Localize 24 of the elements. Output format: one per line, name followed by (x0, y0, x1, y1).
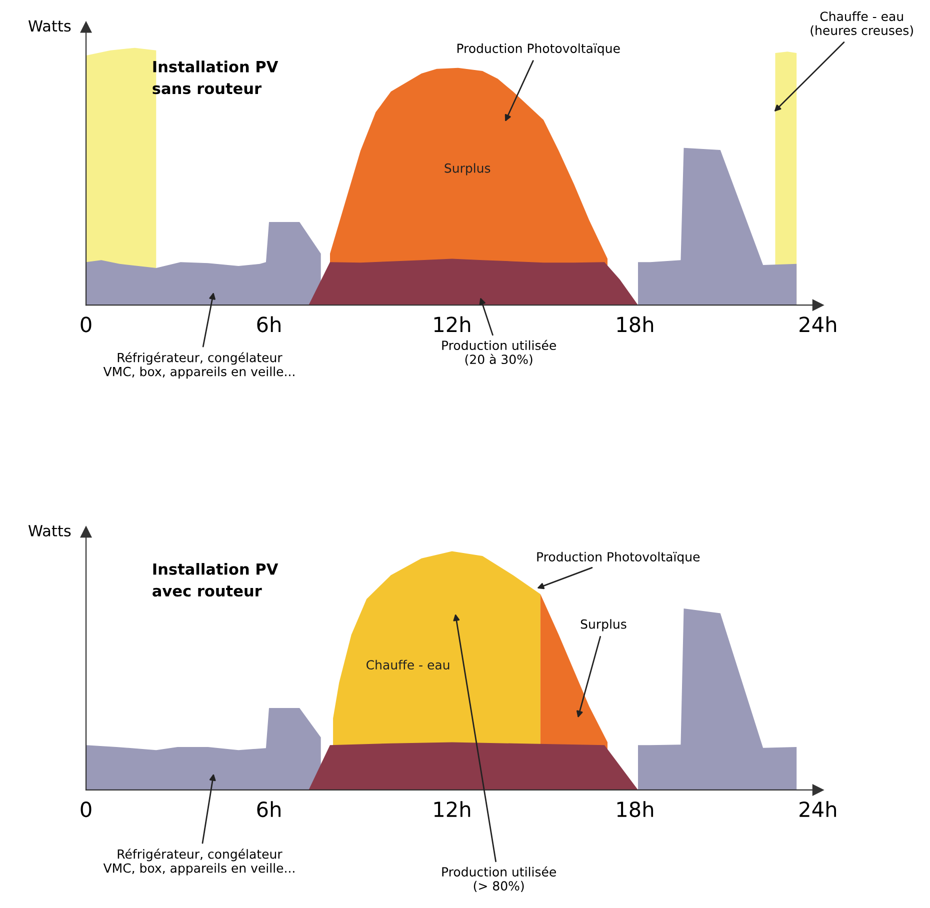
text: Installation PV sans routeur (152, 60, 278, 94)
annotation: Surplus (444, 163, 490, 176)
annotation: Surplus (580, 619, 626, 632)
x-tick-label: 24h (800, 801, 836, 817)
x-tick-label: 24h (800, 316, 836, 332)
annotation: Chauffe - eau (366, 660, 450, 670)
x-tick-label: 12h (434, 316, 470, 332)
y-axis-title: Watts (28, 20, 71, 32)
x-tick-label: 18h (617, 801, 654, 818)
x-tick-label: 18h (617, 316, 654, 332)
text: Réfrigérateur, congélateur VMC, box, appareils en veille... (103, 352, 294, 379)
x-tick-label: 6h (257, 316, 280, 332)
text: Production utilisée (20 à 30%) (442, 340, 556, 366)
text: Chauffe - eau (heures creuses) (810, 11, 913, 37)
x-tick-label: 0 (80, 801, 92, 818)
annotation: Production Photovoltaïque (537, 552, 700, 564)
annotation: Production Photovoltaïque (457, 43, 620, 56)
x-tick-label: 0 (80, 316, 92, 332)
y-axis-title: Watts (28, 525, 71, 537)
text: Réfrigérateur, congélateur VMC, box, appareils en veille... (103, 848, 294, 876)
text: Installation PV avec routeur (152, 563, 278, 597)
text: Production utilisée (> 80%) (442, 866, 556, 892)
x-tick-label: 12h (434, 801, 470, 817)
x-tick-label: 6h (257, 801, 280, 818)
